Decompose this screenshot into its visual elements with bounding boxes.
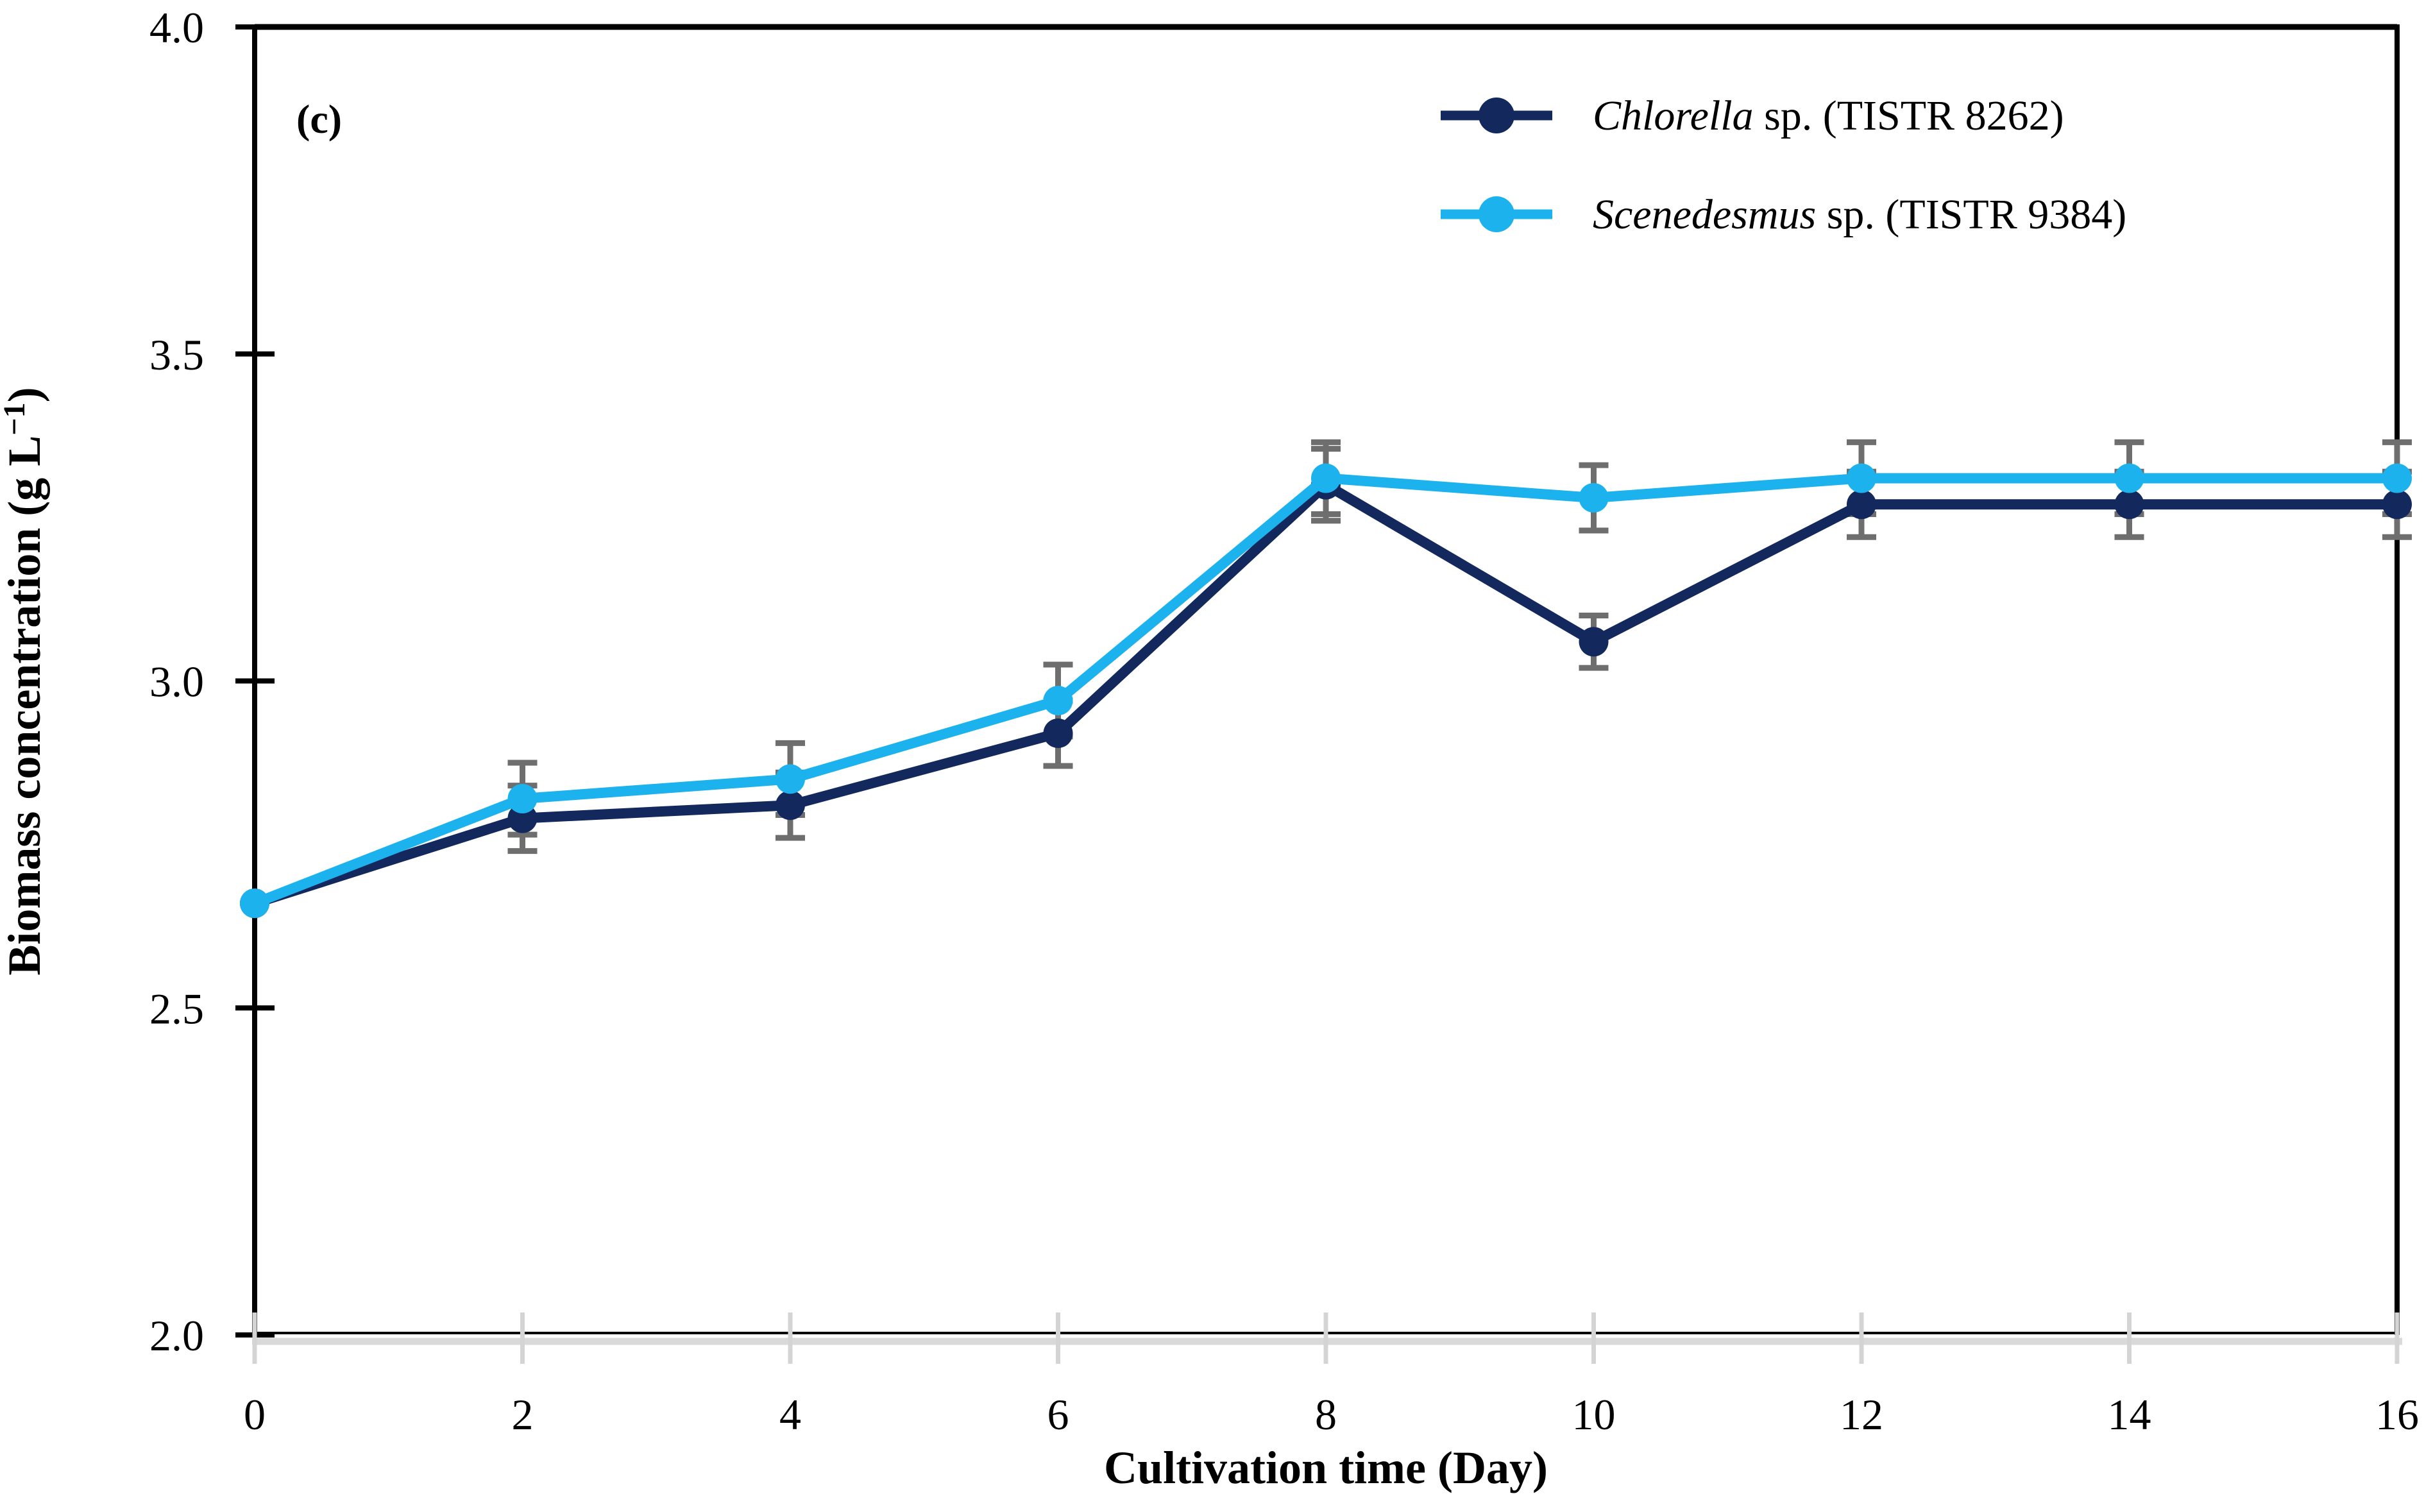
- data-point-s0-day-14: [2114, 489, 2144, 520]
- data-point-s0-day-4: [776, 790, 805, 820]
- data-point-s1-day-12: [1847, 463, 1876, 493]
- x-tick-label-6: 6: [1047, 1390, 1069, 1439]
- data-point-s1-day-2: [507, 784, 538, 814]
- data-point-s1-day-6: [1043, 686, 1073, 716]
- series-1: [240, 463, 2412, 919]
- data-point-s1-day-4: [776, 764, 805, 794]
- legend-item-chlorella: Chlorella sp. (TISTR 8262): [1441, 92, 2064, 139]
- y-tick-label-3.0: 3.0: [149, 658, 204, 706]
- y-tick-label-2.0: 2.0: [149, 1311, 204, 1360]
- x-tick-label-8: 8: [1315, 1390, 1337, 1439]
- legend-marker-chlorella: [1479, 98, 1514, 133]
- legend-label-chlorella-genus: Chlorella: [1593, 92, 1754, 139]
- data-point-s1-day-10: [1579, 483, 1609, 513]
- legend-marker-scenedesmus: [1479, 196, 1514, 232]
- y-tick-label-2.5: 2.5: [149, 984, 204, 1033]
- legend-label-chlorella: Chlorella sp. (TISTR 8262): [1593, 92, 2064, 139]
- y-axis-tick-labels: 2.0 2.5 3.0 3.5 4.0: [149, 3, 204, 1360]
- data-point-s0-day-16: [2382, 489, 2412, 520]
- y-tick-label-4.0: 4.0: [149, 3, 204, 52]
- legend-label-scenedesmus: Scenedesmus sp. (TISTR 9384): [1593, 191, 2126, 238]
- y-axis-title: Biomass concentration (g L−1): [0, 387, 50, 975]
- x-tick-label-14: 14: [2108, 1390, 2151, 1439]
- y-tick-label-3.5: 3.5: [149, 330, 204, 379]
- legend-label-chlorella-rest: sp. (TISTR 8262): [1754, 92, 2064, 139]
- series-line-0: [250, 479, 2402, 909]
- x-tick-label-2: 2: [512, 1390, 534, 1439]
- legend-label-scenedesmus-genus: Scenedesmus: [1593, 191, 1816, 238]
- data-point-s0-day-6: [1043, 718, 1073, 749]
- x-axis-title: Cultivation time (Day): [1104, 1442, 1548, 1493]
- series-lines: [240, 463, 2412, 919]
- x-tick-label-10: 10: [1572, 1390, 1616, 1439]
- series-line-1: [250, 473, 2402, 909]
- data-point-s1-day-0: [240, 888, 269, 919]
- y-axis-title-main: Biomass concentration (g L: [0, 436, 50, 976]
- x-tick-label-0: 0: [244, 1390, 266, 1439]
- data-point-s1-day-8: [1311, 463, 1341, 493]
- panel-label: (c): [296, 96, 342, 142]
- x-tick-label-4: 4: [779, 1390, 801, 1439]
- data-point-s1-day-16: [2382, 463, 2412, 493]
- data-point-s0-day-10: [1579, 627, 1609, 657]
- y-axis-title-superscript: −1: [0, 402, 31, 435]
- data-point-s0-day-12: [1847, 489, 1876, 520]
- y-axis-title-close: ): [0, 387, 50, 402]
- legend: Chlorella sp. (TISTR 8262) Scenedesmus s…: [1441, 92, 2126, 238]
- x-tick-label-16: 16: [2375, 1390, 2419, 1439]
- x-axis-ticks: [252, 1312, 2400, 1364]
- x-tick-label-12: 12: [1840, 1390, 1883, 1439]
- data-point-s1-day-14: [2114, 463, 2144, 493]
- series-0: [240, 470, 2412, 919]
- legend-item-scenedesmus: Scenedesmus sp. (TISTR 9384): [1441, 191, 2126, 238]
- legend-label-scenedesmus-rest: sp. (TISTR 9384): [1816, 191, 2126, 238]
- x-axis-tick-labels: 0 2 4 6 8 10 12 14 16: [244, 1390, 2419, 1439]
